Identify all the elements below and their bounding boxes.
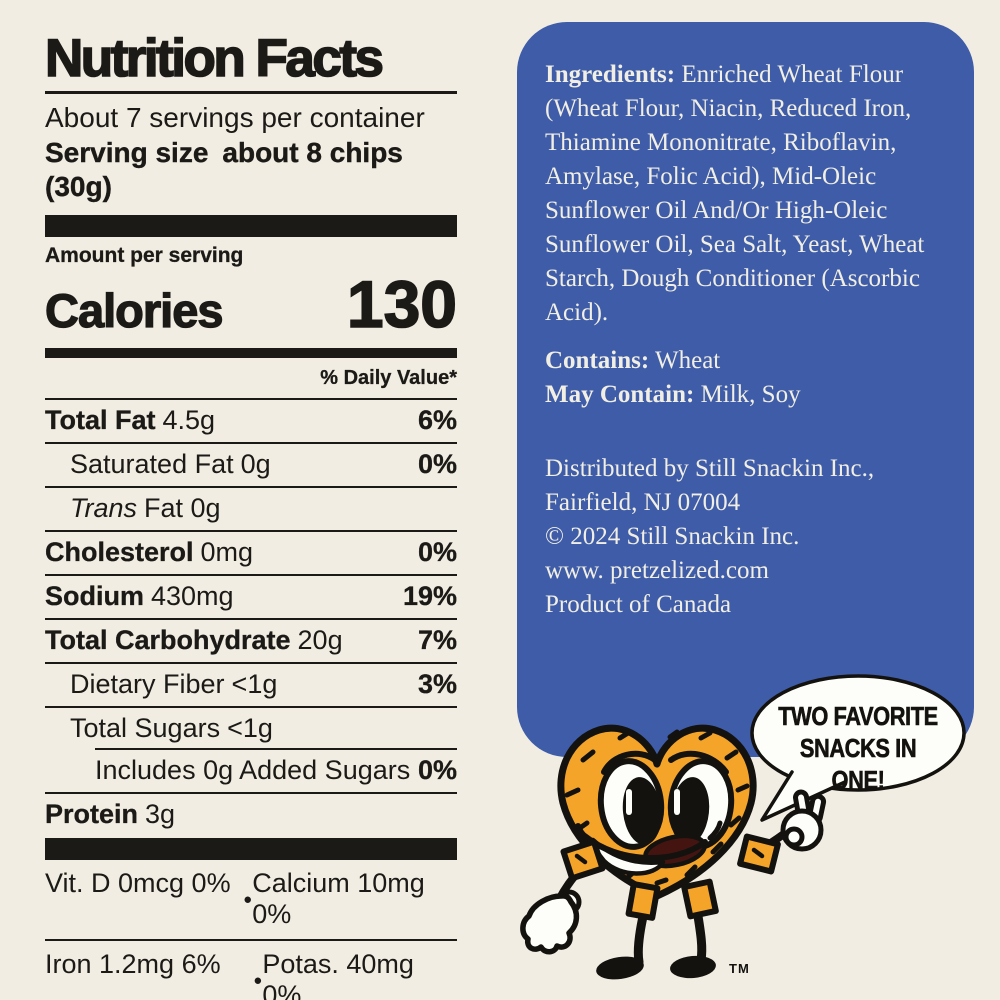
mascot-eyes <box>597 758 735 850</box>
nutrient-row-trans-fat: Trans Fat 0g <box>45 488 457 532</box>
calories-row: Calories 130 <box>44 266 458 342</box>
contains-label: Contains: <box>545 347 650 374</box>
amount-per-serving-label: Amount per serving <box>45 244 244 267</box>
may-contain-value: Milk, Soy <box>700 381 801 408</box>
nutrient-row-added-sugars: Includes 0g Added Sugars 0% <box>45 750 457 794</box>
speech-line-1: TWO FAVORITE <box>778 701 938 732</box>
distributor-block: Distributed by Still Snackin Inc., Fairf… <box>545 452 946 622</box>
allergen-block: Contains: Wheat May Contain: Milk, Soy <box>545 344 946 412</box>
ingredients-text: Enriched Wheat Flour (Wheat Flour, Niaci… <box>545 61 925 326</box>
separator-bar-thick <box>45 838 457 860</box>
nutrient-row-saturated-fat: Saturated Fat 0g 0% <box>45 444 457 488</box>
nutrient-row-total-carbohydrate: Total Carbohydrate 20g 7% <box>45 620 457 664</box>
contains-value: Wheat <box>655 347 721 374</box>
separator-bar-thick <box>45 215 457 237</box>
micronutrient-row-1: Vit. D 0mcg 0% ● Calcium 10mg 0% <box>45 860 457 941</box>
ingredients-label: Ingredients: <box>545 61 676 88</box>
bullet-separator: ● <box>253 971 263 989</box>
speech-bubble-text: TWO FAVORITE SNACKS IN ONE! <box>772 700 943 796</box>
ingredients-panel: Ingredients: Enriched Wheat Flour (Wheat… <box>517 22 974 757</box>
distributor-line: Product of Canada <box>545 591 732 618</box>
may-contain-label: May Contain: <box>545 381 695 408</box>
calories-label: Calories <box>44 283 224 337</box>
title-rule <box>45 91 457 94</box>
serving-size-label: Serving size <box>45 137 209 168</box>
nutrient-row-dietary-fiber: Dietary Fiber <1g 3% <box>45 664 457 708</box>
distributor-line: www. pretzelized.com <box>545 557 769 584</box>
servings-per-container: About 7 servings per container <box>45 102 425 133</box>
daily-value-header: % Daily Value* <box>45 358 457 400</box>
mascot-shoes <box>596 955 716 980</box>
mascot-left-glove <box>520 889 582 955</box>
speech-line-2: SNACKS IN ONE! <box>799 733 917 796</box>
distributor-line: Distributed by Still Snackin Inc., <box>545 455 875 482</box>
nutrient-row-total-sugars: Total Sugars <1g <box>45 708 457 750</box>
pretzel-heart-mascot-illustration <box>520 724 827 980</box>
distributor-line: Fairfield, NJ 07004 <box>545 489 741 516</box>
nutrient-row-protein: Protein 3g <box>45 799 176 829</box>
micronutrient-row-2: Iron 1.2mg 6% ● Potas. 40mg 0% <box>45 949 414 1000</box>
speech-bubble: TWO FAVORITE SNACKS IN ONE! <box>745 672 973 834</box>
bullet-separator: ● <box>243 890 253 908</box>
nutrient-row-cholesterol: Cholesterol 0mg 0% <box>45 532 457 576</box>
serving-size-row: Serving size about 8 chips (30g) <box>45 136 457 204</box>
nutrition-facts-label: Nutrition Facts About 7 servings per con… <box>44 29 458 1000</box>
separator-bar-medium <box>45 348 457 358</box>
nutrient-row-sodium: Sodium 430mg 19% <box>45 576 457 620</box>
tab-dashes <box>574 847 765 865</box>
nutrition-facts-title: Nutrition Facts <box>44 29 385 89</box>
nutrient-row-total-fat: Total Fat 4.5g 6% <box>45 400 457 444</box>
serving-size-value: about 8 chips (30g) <box>45 137 403 202</box>
mascot-ok-glove <box>780 789 827 852</box>
calories-value: 130 <box>346 266 458 342</box>
trademark-symbol: TM <box>729 961 750 976</box>
ingredients-paragraph: Ingredients: Enriched Wheat Flour (Wheat… <box>545 58 946 330</box>
distributor-line: © 2024 Still Snackin Inc. <box>545 523 800 550</box>
